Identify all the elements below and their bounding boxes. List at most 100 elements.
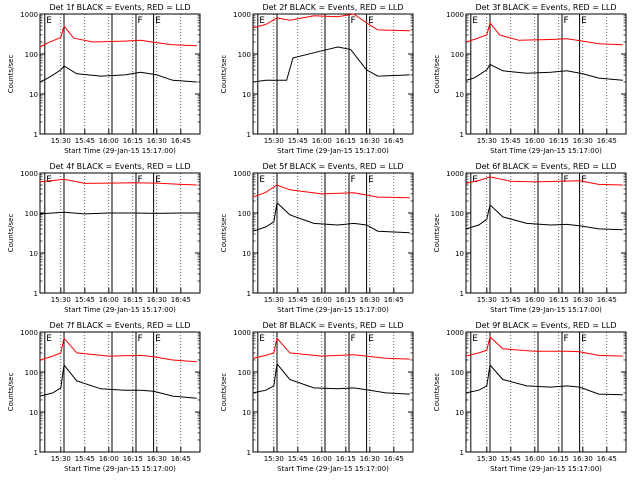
chart-title: Det 9f BLACK = Events, RED = LLD — [475, 321, 616, 330]
x-axis-label: Start Time (29-Jan-15 15:17:00) — [277, 306, 389, 314]
x-tick-label: 15:45 — [75, 455, 95, 463]
y-axis-label: Counts/sec — [433, 214, 441, 253]
plot-frame — [252, 172, 414, 294]
lld-series-line — [465, 336, 623, 357]
events-series-line — [252, 201, 410, 234]
event-marker-label: E — [581, 175, 587, 185]
y-tick-label: 10 — [29, 409, 38, 417]
y-tick-label: 1000 — [446, 170, 464, 178]
y-tick-label: 1000 — [446, 329, 464, 337]
event-marker-label: E — [259, 175, 265, 185]
y-tick-label: 10 — [455, 409, 464, 417]
y-tick-label: 1000 — [20, 329, 38, 337]
lld-series-line — [39, 178, 197, 186]
x-tick-label: 16:00 — [99, 137, 119, 145]
events-series-line — [39, 65, 197, 83]
x-axis-label: Start Time (29-Jan-15 15:17:00) — [64, 147, 176, 155]
event-marker-label: E — [46, 175, 52, 185]
y-tick-label: 1 — [247, 290, 251, 298]
y-tick-label: 100 — [451, 369, 464, 377]
y-axis-label: Counts/sec — [433, 55, 441, 94]
y-tick-label: 100 — [238, 210, 251, 218]
y-tick-label: 100 — [25, 210, 38, 218]
x-tick-label: 16:45 — [384, 137, 404, 145]
y-tick-label: 1 — [460, 449, 464, 457]
y-tick-label: 1000 — [233, 329, 251, 337]
x-tick-label: 16:15 — [549, 296, 569, 304]
events-series-line — [465, 363, 623, 396]
x-tick-label: 16:00 — [525, 296, 545, 304]
plot-frame — [252, 331, 414, 453]
x-axis-label: Start Time (29-Jan-15 15:17:00) — [277, 465, 389, 473]
y-tick-label: 1 — [247, 449, 251, 457]
events-series-line — [465, 63, 623, 81]
y-tick-label: 1 — [247, 131, 251, 139]
chart-panel: Det 1f BLACK = Events, RED = LLD Counts/s… — [7, 3, 201, 155]
event-marker-label: F — [351, 16, 356, 26]
chart-panel: Det 6f BLACK = Events, RED = LLD Counts/s… — [433, 162, 627, 314]
chart-title: Det 8f BLACK = Events, RED = LLD — [262, 321, 403, 330]
x-tick-label: 15:45 — [75, 137, 95, 145]
x-tick-label: 16:45 — [171, 455, 191, 463]
event-marker-label: F — [564, 334, 569, 344]
x-tick-label: 15:45 — [288, 296, 308, 304]
x-axis-label: Start Time (29-Jan-15 15:17:00) — [64, 306, 176, 314]
y-tick-label: 1000 — [233, 11, 251, 19]
lld-series-line — [252, 13, 410, 32]
event-marker-label: E — [581, 334, 587, 344]
chart-title: Det 2f BLACK = Events, RED = LLD — [262, 3, 403, 12]
lld-series-line — [252, 337, 410, 360]
x-axis-label: Start Time (29-Jan-15 15:17:00) — [490, 306, 602, 314]
chart-panel: Det 9f BLACK = Events, RED = LLD Counts/s… — [433, 321, 627, 473]
y-tick-label: 10 — [242, 250, 251, 258]
y-tick-label: 1 — [34, 449, 38, 457]
y-tick-label: 100 — [451, 210, 464, 218]
y-tick-label: 1000 — [233, 170, 251, 178]
plot-frame — [465, 331, 627, 453]
y-tick-label: 100 — [238, 369, 251, 377]
y-tick-label: 1 — [460, 131, 464, 139]
x-axis-label: Start Time (29-Jan-15 15:17:00) — [490, 465, 602, 473]
y-tick-label: 1 — [34, 290, 38, 298]
x-tick-label: 16:30 — [147, 137, 167, 145]
y-tick-label: 1 — [460, 290, 464, 298]
y-tick-label: 10 — [242, 409, 251, 417]
x-tick-label: 16:30 — [360, 137, 380, 145]
chart-title: Det 6f BLACK = Events, RED = LLD — [475, 162, 616, 171]
event-marker-label: E — [259, 16, 265, 26]
x-tick-label: 16:00 — [312, 137, 332, 145]
x-tick-label: 15:45 — [75, 296, 95, 304]
event-marker-label: F — [351, 334, 356, 344]
y-tick-label: 10 — [455, 91, 464, 99]
y-tick-label: 1 — [34, 131, 38, 139]
event-marker-label: E — [368, 334, 374, 344]
plot-frame — [465, 13, 627, 135]
events-series-line — [252, 46, 410, 83]
x-tick-label: 16:15 — [336, 137, 356, 145]
plot-frame — [39, 331, 201, 453]
x-tick-label: 16:15 — [336, 296, 356, 304]
lld-series-line — [465, 176, 623, 186]
x-tick-label: 15:30 — [51, 137, 71, 145]
event-marker-label: F — [351, 175, 356, 185]
x-tick-label: 16:30 — [360, 455, 380, 463]
x-tick-label: 16:15 — [123, 296, 143, 304]
y-axis-label: Counts/sec — [7, 214, 15, 253]
x-tick-label: 16:45 — [597, 455, 617, 463]
x-axis-label: Start Time (29-Jan-15 15:17:00) — [64, 465, 176, 473]
y-axis-label: Counts/sec — [220, 55, 228, 94]
event-marker-label: E — [472, 16, 478, 26]
lld-series-line — [252, 184, 410, 199]
lld-series-line — [465, 21, 623, 46]
x-tick-label: 15:45 — [288, 455, 308, 463]
x-tick-label: 15:30 — [477, 455, 497, 463]
plot-frame — [252, 13, 414, 135]
event-marker-label: E — [46, 334, 52, 344]
y-tick-label: 10 — [29, 91, 38, 99]
plot-frame — [465, 172, 627, 294]
events-series-line — [39, 211, 197, 215]
x-tick-label: 16:15 — [336, 455, 356, 463]
x-tick-label: 16:45 — [171, 137, 191, 145]
events-series-line — [39, 363, 197, 399]
y-axis-label: Counts/sec — [7, 373, 15, 412]
